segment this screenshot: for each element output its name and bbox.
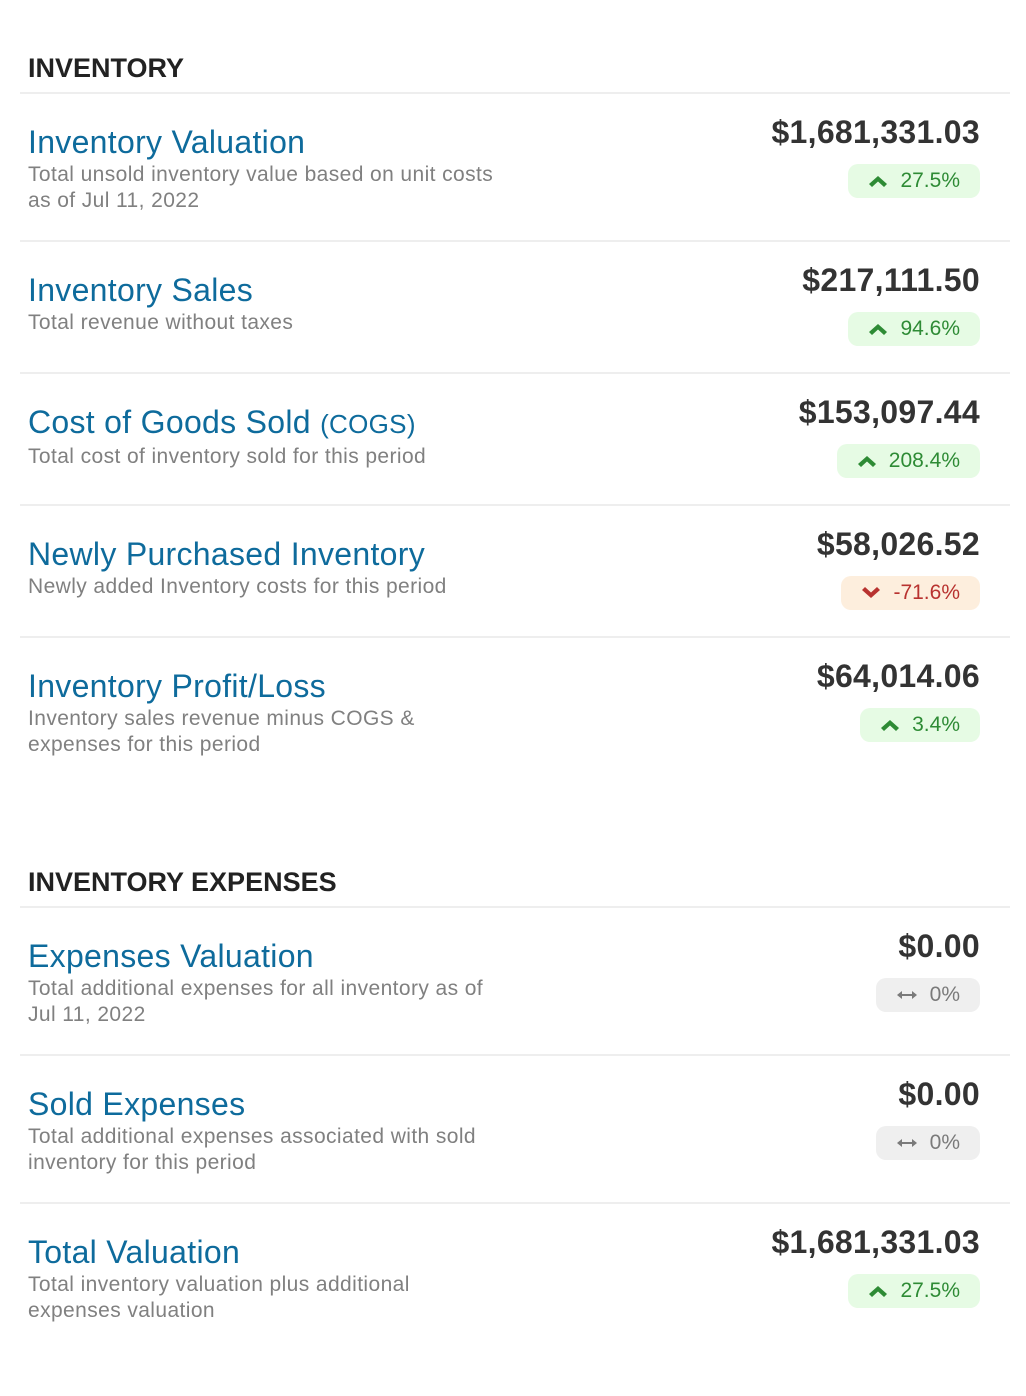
metric-title[interactable]: Sold Expenses (28, 1086, 246, 1122)
metric-figures: $58,026.52 -71.6% (817, 522, 980, 610)
change-badge: 27.5% (848, 164, 980, 198)
change-percent: -71.6% (893, 581, 960, 604)
metric-title-link[interactable]: Inventory Valuation (28, 122, 498, 162)
metric-description: Newly added Inventory costs for this per… (28, 575, 447, 598)
metric-value: $217,111.50 (802, 262, 980, 298)
metric-title-link[interactable]: Inventory Sales (28, 270, 498, 310)
metric-info: Cost of Goods Sold (COGS) Total cost of … (28, 402, 498, 478)
metric-figures: $0.00 0% (875, 1072, 980, 1176)
metric-row[interactable]: Cost of Goods Sold (COGS) Total cost of … (20, 374, 1010, 506)
metric-description: Inventory sales revenue minus COGS & exp… (28, 707, 415, 756)
metric-info: Newly Purchased Inventory Newly added In… (28, 534, 498, 610)
metric-title[interactable]: Total Valuation (28, 1234, 241, 1270)
change-percent: 27.5% (900, 1279, 960, 1302)
metric-info: Total Valuation Total inventory valuatio… (28, 1232, 498, 1324)
arrows-horizontal-icon (896, 1137, 918, 1149)
change-badge: 27.5% (848, 1274, 980, 1308)
chevron-down-icon (861, 586, 881, 600)
metric-title-link[interactable]: Total Valuation (28, 1232, 498, 1272)
chevron-up-icon (857, 454, 877, 468)
metric-title[interactable]: Expenses Valuation (28, 938, 314, 974)
change-percent: 3.4% (912, 713, 960, 736)
chevron-up-icon (868, 174, 888, 188)
metric-title[interactable]: Cost of Goods Sold (28, 404, 311, 440)
metric-title-link[interactable]: Cost of Goods Sold (COGS) (28, 402, 498, 444)
metric-description: Total revenue without taxes (28, 311, 294, 334)
metric-title[interactable]: Inventory Profit/Loss (28, 668, 326, 704)
metric-info: Expenses Valuation Total additional expe… (28, 936, 498, 1028)
metric-value: $1,681,331.03 (771, 1224, 980, 1260)
change-percent: 94.6% (900, 317, 960, 340)
change-percent: 27.5% (900, 169, 960, 192)
metric-figures: $64,014.06 3.4% (817, 654, 980, 758)
metric-value: $0.00 (898, 928, 980, 964)
change-badge: 0% (875, 978, 980, 1012)
metric-title-link[interactable]: Sold Expenses (28, 1084, 498, 1124)
metric-info: Inventory Valuation Total unsold invento… (28, 122, 498, 214)
metric-description: Total additional expenses for all invent… (28, 977, 484, 1026)
metric-row[interactable]: Inventory Valuation Total unsold invento… (20, 94, 1010, 242)
chevron-up-icon (868, 322, 888, 336)
metric-description: Total unsold inventory value based on un… (28, 163, 494, 212)
metric-value: $0.00 (898, 1076, 980, 1112)
metric-abbr: (COGS) (320, 409, 416, 439)
section-heading: INVENTORY EXPENSES (20, 858, 1010, 908)
change-percent: 0% (929, 983, 960, 1006)
change-percent: 208.4% (888, 449, 960, 472)
change-badge: -71.6% (841, 576, 980, 610)
metric-info: Sold Expenses Total additional expenses … (28, 1084, 498, 1176)
metric-figures: $153,097.44 208.4% (799, 390, 980, 478)
metric-row[interactable]: Sold Expenses Total additional expenses … (20, 1056, 1010, 1204)
metric-row[interactable]: Expenses Valuation Total additional expe… (20, 908, 1010, 1056)
change-badge: 3.4% (860, 708, 980, 742)
chevron-up-icon (868, 1284, 888, 1298)
metric-value: $1,681,331.03 (771, 114, 980, 150)
metric-row[interactable]: Total Valuation Total inventory valuatio… (20, 1204, 1010, 1350)
section-1: INVENTORY EXPENSES Expenses Valuation To… (20, 858, 1010, 1350)
metric-title-link[interactable]: Newly Purchased Inventory (28, 534, 498, 574)
metric-row[interactable]: Inventory Sales Total revenue without ta… (20, 242, 1010, 374)
metric-description: Total additional expenses associated wit… (28, 1125, 476, 1174)
section-heading: INVENTORY (20, 44, 1010, 94)
change-percent: 0% (929, 1131, 960, 1154)
metric-row[interactable]: Newly Purchased Inventory Newly added In… (20, 506, 1010, 638)
metric-info: Inventory Profit/Loss Inventory sales re… (28, 666, 498, 758)
section-0: INVENTORY Inventory Valuation Total unso… (20, 44, 1010, 784)
metric-figures: $1,681,331.03 27.5% (771, 1220, 980, 1324)
metric-row[interactable]: Inventory Profit/Loss Inventory sales re… (20, 638, 1010, 784)
metric-title-link[interactable]: Inventory Profit/Loss (28, 666, 498, 706)
metric-title-link[interactable]: Expenses Valuation (28, 936, 498, 976)
arrows-horizontal-icon (896, 989, 918, 1001)
metric-description: Total cost of inventory sold for this pe… (28, 445, 427, 468)
change-badge: 208.4% (836, 444, 980, 478)
metric-value: $153,097.44 (798, 394, 980, 430)
metric-title[interactable]: Inventory Sales (28, 272, 254, 308)
inventory-report: INVENTORY Inventory Valuation Total unso… (0, 44, 1026, 1350)
metric-title[interactable]: Newly Purchased Inventory (28, 536, 426, 572)
metric-description: Total inventory valuation plus additiona… (28, 1273, 410, 1322)
change-badge: 0% (875, 1126, 980, 1160)
metric-title[interactable]: Inventory Valuation (28, 124, 306, 160)
chevron-up-icon (880, 718, 900, 732)
change-badge: 94.6% (848, 312, 980, 346)
metric-figures: $1,681,331.03 27.5% (771, 110, 980, 214)
metric-value: $64,014.06 (816, 658, 980, 694)
metric-info: Inventory Sales Total revenue without ta… (28, 270, 498, 346)
metric-figures: $217,111.50 94.6% (802, 258, 980, 346)
metric-figures: $0.00 0% (875, 924, 980, 1028)
metric-value: $58,026.52 (816, 526, 980, 562)
